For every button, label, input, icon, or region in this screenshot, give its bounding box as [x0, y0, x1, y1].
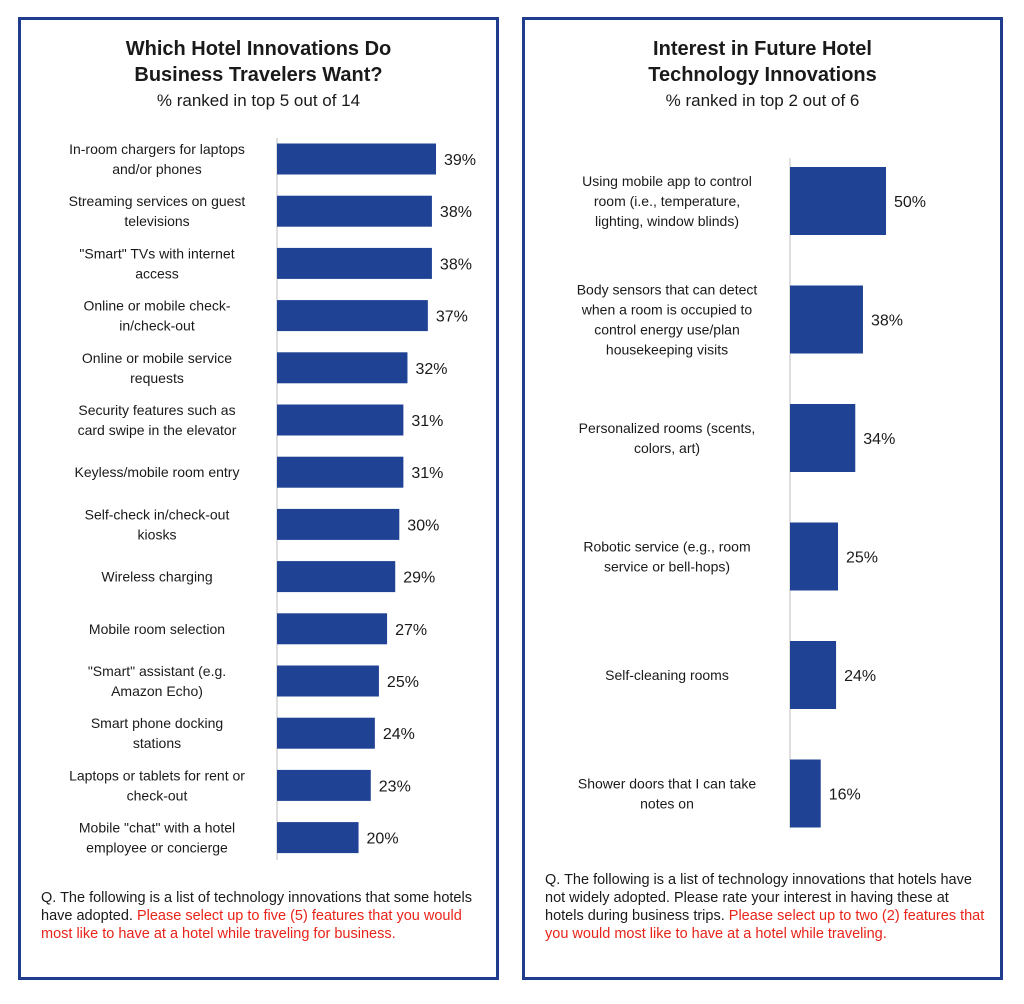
left-bar-2 — [277, 195, 432, 227]
left-title-line-2: Business Travelers Want? — [134, 64, 383, 86]
left-category-label-11: "Smart" assistant (e.g. Amazon Echo) — [88, 663, 226, 699]
left-bar-11 — [277, 665, 379, 697]
left-category-label-7: Keyless/mobile room entry — [75, 464, 240, 480]
right-category-label-2: Body sensors that can detect when a room … — [577, 282, 758, 358]
left-value-label-4: 37% — [436, 309, 468, 326]
right-question-text: Q. The following is a list of technology… — [545, 872, 972, 924]
left-value-label-10: 27% — [395, 622, 427, 639]
left-bar-6 — [277, 404, 404, 436]
right-question-footnote: Q. The following is a list of technology… — [545, 871, 985, 943]
left-question-text: Q. The following is a list of technology… — [41, 890, 472, 924]
left-bar-7 — [277, 456, 404, 488]
left-bar-13 — [277, 769, 371, 801]
left-bar-14 — [277, 822, 359, 854]
left-category-label-1: In-room chargers for laptops and/or phone… — [69, 141, 245, 177]
right-category-label-5: Self-cleaning rooms — [605, 667, 729, 683]
right-value-label-5: 24% — [844, 668, 876, 685]
left-bar-8 — [277, 508, 400, 540]
right-category-label-6: Shower doors that I can take notes on — [578, 776, 756, 812]
right-value-label-6: 16% — [829, 787, 861, 804]
left-value-label-1: 39% — [444, 152, 476, 169]
left-chart-panel: Which Hotel Innovations Do Business Trav… — [18, 17, 499, 980]
left-value-label-7: 31% — [411, 465, 443, 482]
right-value-label-2: 38% — [871, 313, 903, 330]
right-category-label-1: Using mobile app to control room (i.e., t… — [582, 173, 752, 229]
right-bar-1 — [790, 167, 886, 235]
left-category-label-3: "Smart" TVs with internet access — [79, 245, 234, 281]
right-chart-subtitle: % ranked in top 2 out of 6 — [665, 91, 860, 110]
right-value-label-1: 50% — [894, 194, 926, 211]
right-title-line-2: Technology Innovations — [648, 64, 877, 86]
left-bar-12 — [277, 717, 375, 749]
left-category-label-2: Streaming services on guest televisions — [69, 193, 246, 229]
right-category-label-3: Personalized rooms (scents, colors, art) — [579, 420, 756, 456]
left-bar-chart: 39% In-room chargers for laptops and/or ph… — [69, 138, 476, 860]
left-bar-9 — [277, 561, 396, 593]
left-category-label-4: Online or mobile check-in/check-out — [83, 298, 230, 334]
left-bar-3 — [277, 247, 432, 279]
left-title-line-1: Which Hotel Innovations Do — [125, 38, 392, 60]
left-value-label-12: 24% — [383, 726, 415, 743]
right-bar-chart: 50% Using mobile app to control room (i.e.… — [577, 158, 926, 828]
left-category-label-14: Mobile "chat" with a hotel employee or co… — [79, 820, 235, 856]
right-bar-5 — [790, 641, 837, 709]
left-bar-5 — [277, 352, 408, 384]
right-category-label-4: Robotic service (e.g., room service or be… — [583, 539, 750, 575]
right-question-instruction: Please select up to two (2) features tha… — [545, 908, 985, 942]
right-value-label-4: 25% — [846, 550, 878, 567]
right-title-line-1: Interest in Future Hotel — [653, 38, 872, 60]
left-question-footnote: Q. The following is a list of technology… — [41, 889, 481, 943]
left-bar-1 — [277, 143, 436, 175]
left-category-label-13: Laptops or tablets for rent or check-out — [69, 767, 245, 803]
left-value-label-3: 38% — [440, 256, 472, 273]
left-bar-10 — [277, 613, 388, 645]
right-bar-6 — [790, 759, 821, 828]
left-bar-4 — [277, 300, 428, 332]
right-value-label-3: 34% — [863, 431, 895, 448]
left-category-label-10: Mobile room selection — [89, 621, 225, 637]
right-chart-panel: Interest in Future Hotel Technology Inno… — [522, 17, 1003, 980]
left-value-label-2: 38% — [440, 204, 472, 221]
left-value-label-13: 23% — [379, 778, 411, 795]
left-value-label-14: 20% — [367, 831, 399, 848]
right-bar-2 — [790, 285, 863, 354]
left-category-label-5: Online or mobile service requests — [82, 350, 232, 386]
left-category-label-9: Wireless charging — [101, 569, 212, 585]
left-value-label-6: 31% — [411, 413, 443, 430]
left-category-label-12: Smart phone docking stations — [91, 715, 223, 751]
left-chart-title: Which Hotel Innovations Do Business Trav… — [21, 36, 496, 88]
right-bar-3 — [790, 404, 856, 472]
right-bar-4 — [790, 522, 838, 591]
left-value-label-11: 25% — [387, 674, 419, 691]
left-value-label-5: 32% — [415, 361, 447, 378]
left-value-label-8: 30% — [407, 517, 439, 534]
left-category-label-6: Security features such as card swipe in t… — [78, 402, 237, 438]
left-chart-subtitle: % ranked in top 5 out of 14 — [156, 91, 361, 110]
left-question-instruction: Please select up to five (5) features th… — [41, 908, 462, 942]
right-chart-title: Interest in Future Hotel Technology Inno… — [525, 36, 1000, 88]
left-value-label-9: 29% — [403, 570, 435, 587]
left-category-label-8: Self-check in/check-out kiosks — [85, 506, 230, 542]
